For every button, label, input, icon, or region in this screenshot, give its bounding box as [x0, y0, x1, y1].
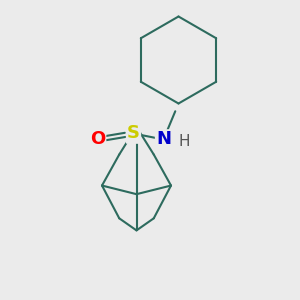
Text: S: S — [127, 124, 140, 142]
Text: N: N — [156, 130, 171, 148]
Text: H: H — [178, 134, 190, 149]
Text: N: N — [156, 130, 171, 148]
Text: H: H — [178, 134, 190, 149]
Text: O: O — [90, 130, 105, 148]
Text: S: S — [127, 124, 140, 142]
Text: O: O — [90, 130, 105, 148]
